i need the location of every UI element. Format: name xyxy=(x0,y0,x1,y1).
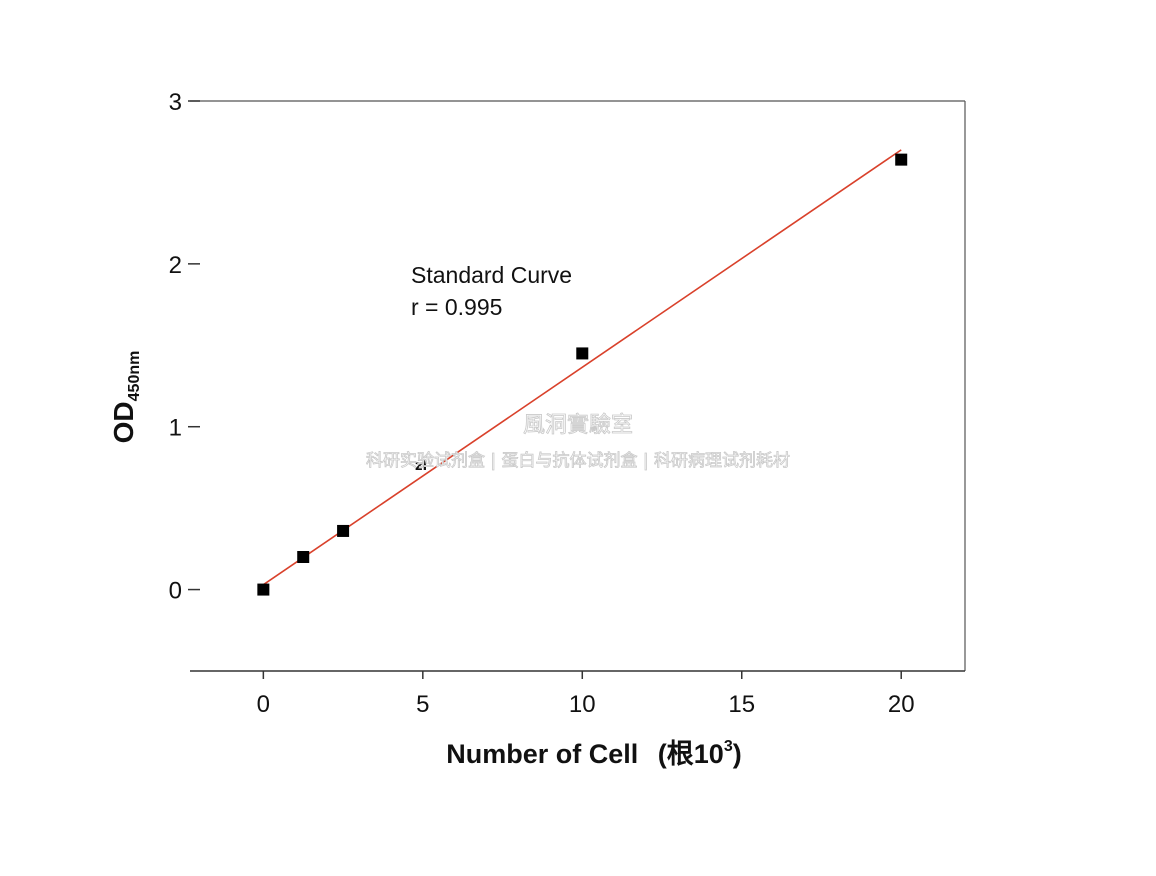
overlay-mark: zl xyxy=(415,459,427,474)
x-axis-title-main: Number of Cell xyxy=(446,739,638,769)
y-tick-label: 2 xyxy=(169,252,182,279)
x-tick-label: 20 xyxy=(888,691,915,718)
x-axis-title: Number of Cell (根103) xyxy=(446,738,741,769)
x-tick-label: 5 xyxy=(416,691,429,718)
data-markers xyxy=(257,153,908,596)
x-axis-title-unit-close: ) xyxy=(733,739,742,769)
watermark-lab-name: 風洞實驗室 xyxy=(523,413,633,438)
fit-line xyxy=(262,149,902,586)
data-point xyxy=(576,347,589,360)
y-axis-ticks: 0 1 2 3 xyxy=(169,89,200,605)
watermark-products: 科研实验试剂盒 | 蛋白与抗体试剂盒 | 科研病理试剂耗材 xyxy=(366,451,790,471)
y-axis-title: OD450nm xyxy=(108,351,143,444)
x-tick-label: 10 xyxy=(569,691,596,718)
x-axis-ticks: 0 5 10 15 20 xyxy=(257,671,915,718)
x-axis-title-unit-sup: 3 xyxy=(724,738,733,755)
y-tick-label: 1 xyxy=(169,415,182,442)
y-axis-title-main: OD xyxy=(108,401,139,443)
data-point xyxy=(257,583,270,596)
y-tick-label: 3 xyxy=(169,89,182,116)
x-axis-title-unit: (根10 xyxy=(658,739,724,769)
plot-frame xyxy=(190,100,966,672)
y-axis-title-sub: 450nm xyxy=(126,351,143,402)
data-point xyxy=(297,551,310,563)
data-point xyxy=(895,153,908,166)
annotation-r-value: r = 0.995 xyxy=(411,294,502,320)
data-point xyxy=(337,524,350,537)
y-tick-label: 0 xyxy=(169,578,182,605)
annotation-title: Standard Curve xyxy=(411,262,572,288)
x-tick-label: 15 xyxy=(728,691,755,718)
x-tick-label: 0 xyxy=(257,691,270,718)
